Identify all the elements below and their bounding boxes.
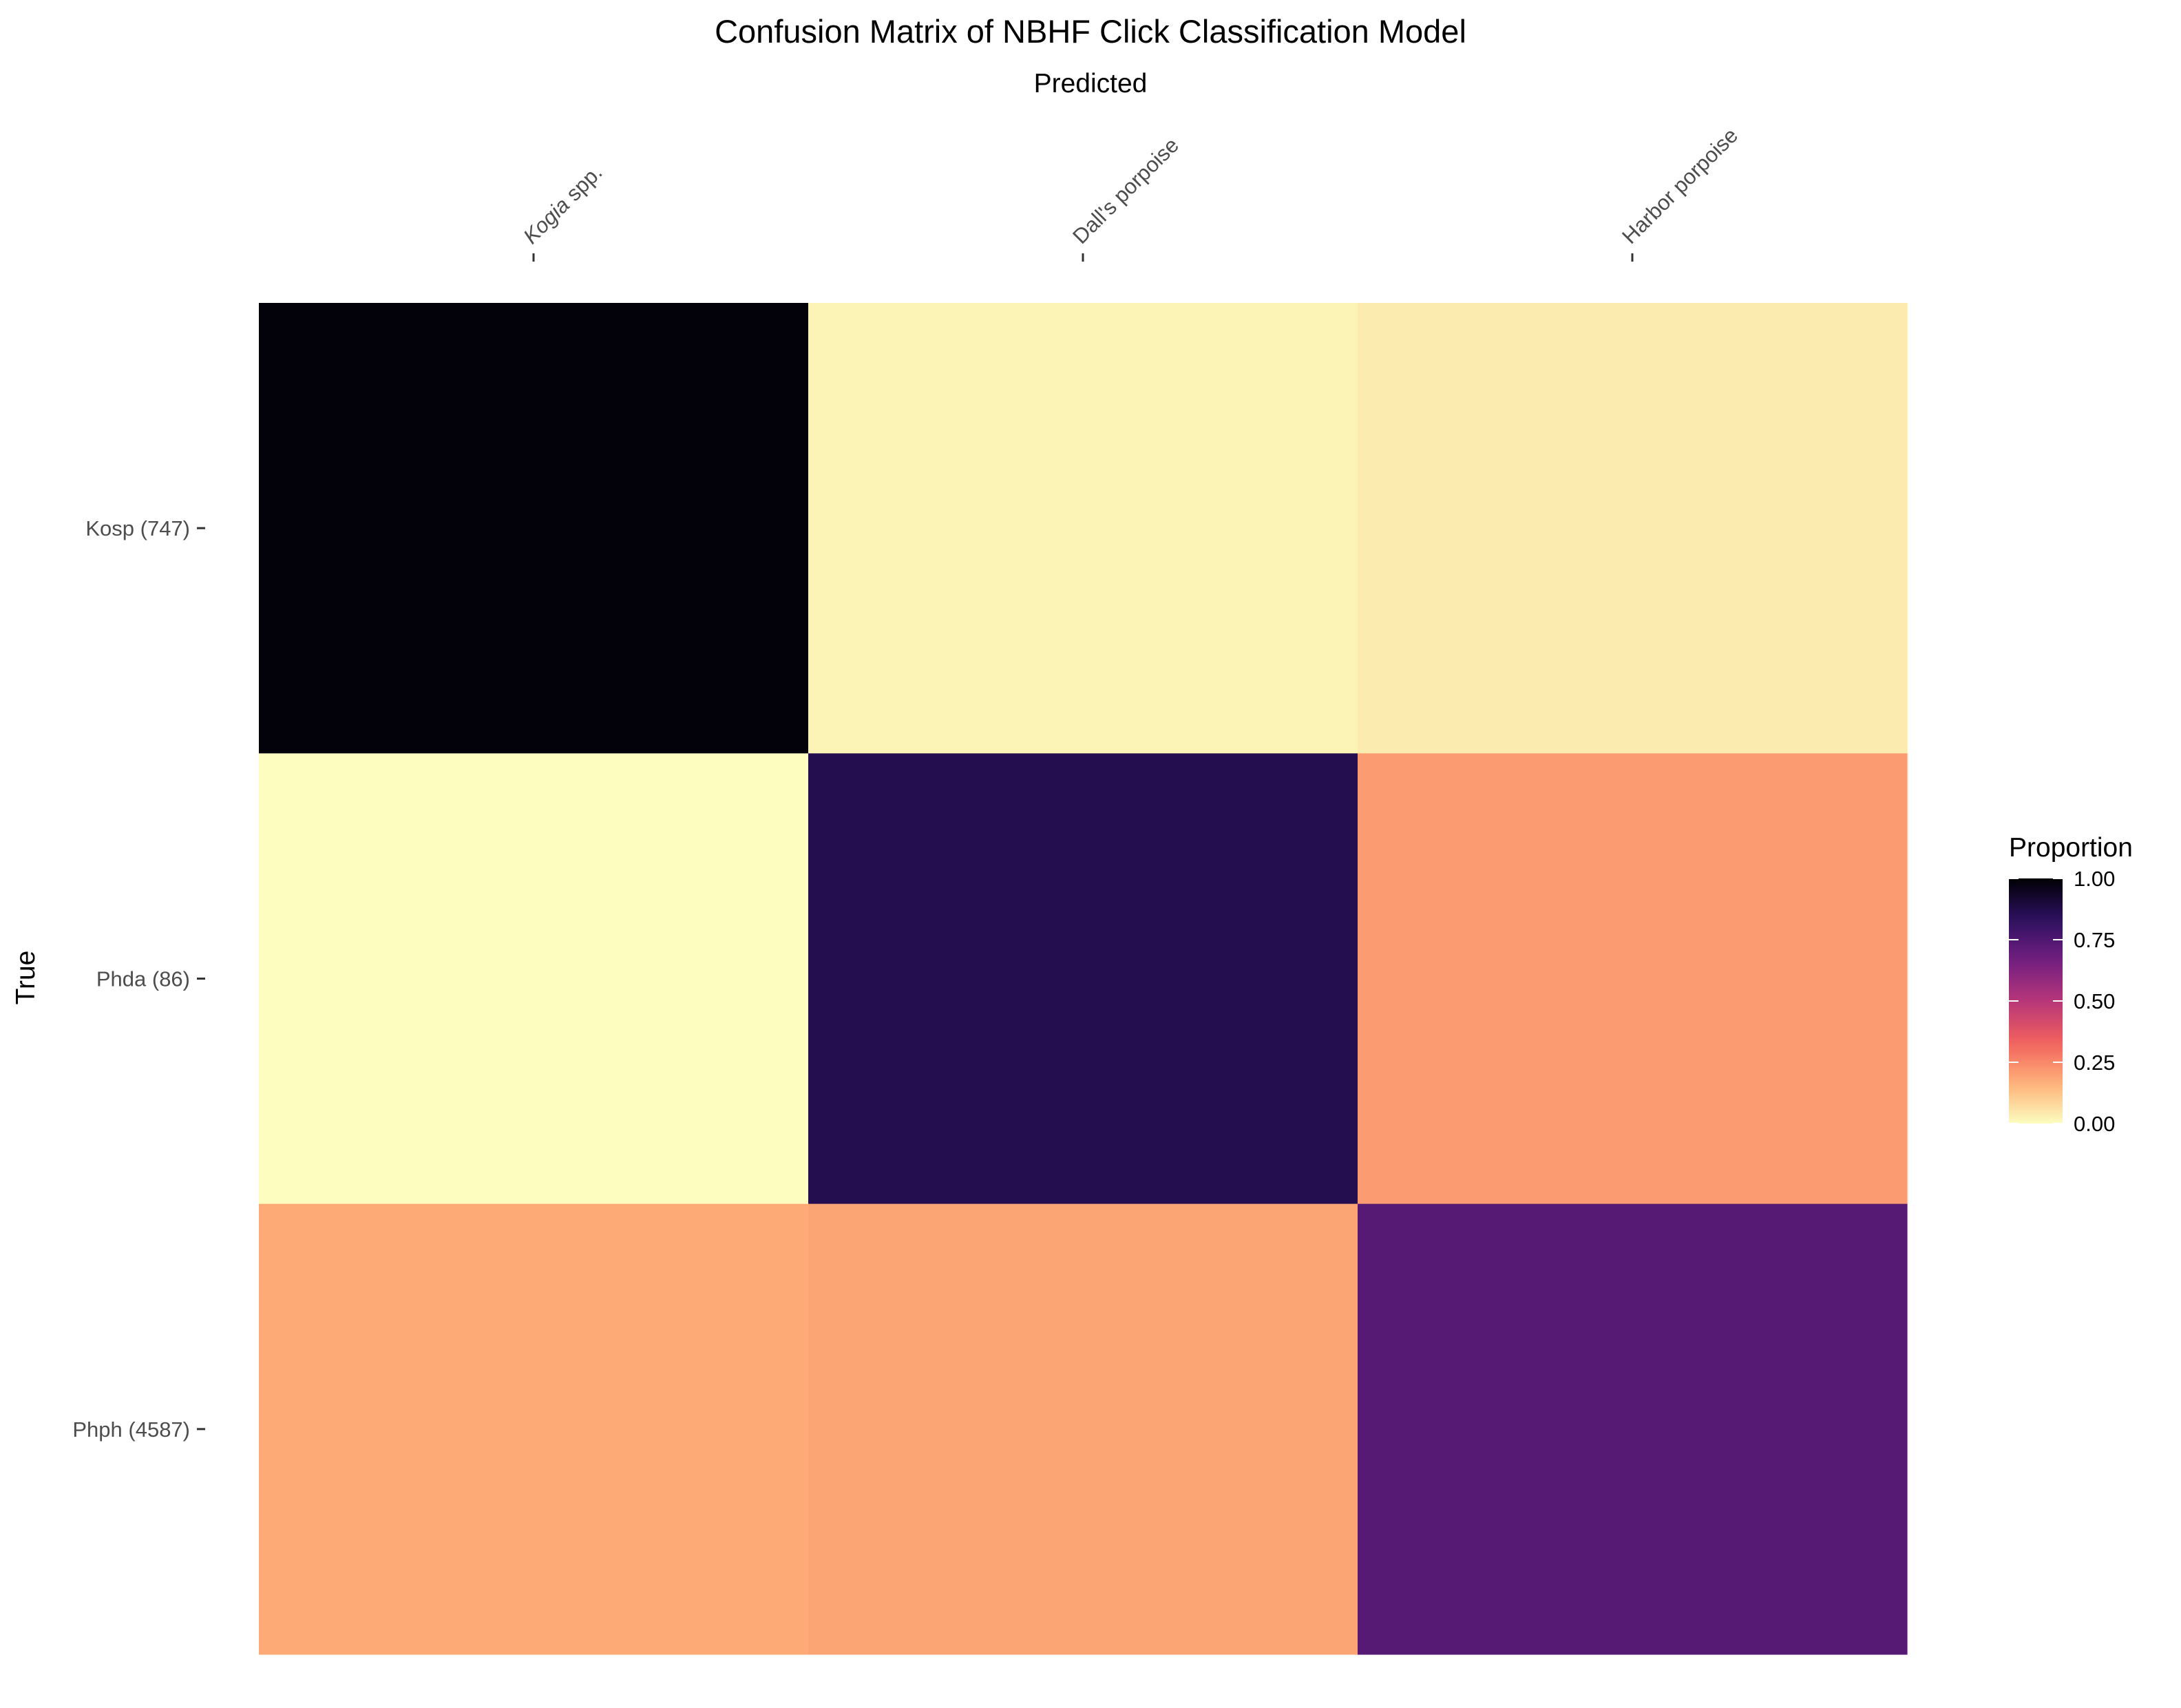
legend-tick-label: 1.00 — [2074, 867, 2115, 891]
heatmap-cell — [1358, 753, 1908, 1205]
y-tick-label: Phph (4587) — [72, 1417, 190, 1442]
y-axis: Kosp (747) Phda (86) Phph (4587) — [72, 516, 205, 1442]
heatmap-cell — [808, 1203, 1358, 1655]
x-tick-label: Dall's porpoise — [1068, 133, 1183, 249]
heatmap-cell — [1358, 303, 1908, 754]
heatmap-cell — [808, 753, 1358, 1205]
y-axis-title: True — [11, 951, 41, 1005]
x-axis: Kogia spp. Dall's porpoise Harbor porpoise — [518, 123, 1742, 262]
legend-tick-label: 0.50 — [2074, 989, 2115, 1013]
x-tick-label: Kogia spp. — [518, 160, 607, 249]
x-tick-label: Harbor porpoise — [1617, 123, 1742, 249]
heatmap-cells — [259, 303, 1908, 1655]
heatmap-cell — [1358, 1203, 1908, 1655]
y-tick-label: Kosp (747) — [85, 516, 190, 540]
legend: Proportion 0.00 0.25 0.50 0.75 1.00 — [2009, 833, 2133, 1136]
legend-tick-label: 0.75 — [2074, 928, 2115, 952]
heatmap-cell — [808, 303, 1358, 754]
heatmap-cell — [259, 753, 809, 1205]
chart-title: Confusion Matrix of NBHF Click Classific… — [715, 13, 1466, 50]
heatmap-cell — [259, 303, 809, 754]
legend-tick-label: 0.25 — [2074, 1051, 2115, 1075]
x-axis-title: Predicted — [1034, 69, 1148, 98]
y-tick-label: Phda (86) — [96, 967, 190, 991]
legend-tick-label: 0.00 — [2074, 1112, 2115, 1136]
legend-ticks: 0.00 0.25 0.50 0.75 1.00 — [2009, 867, 2115, 1136]
heatmap-cell — [259, 1203, 809, 1655]
legend-title: Proportion — [2009, 833, 2133, 863]
